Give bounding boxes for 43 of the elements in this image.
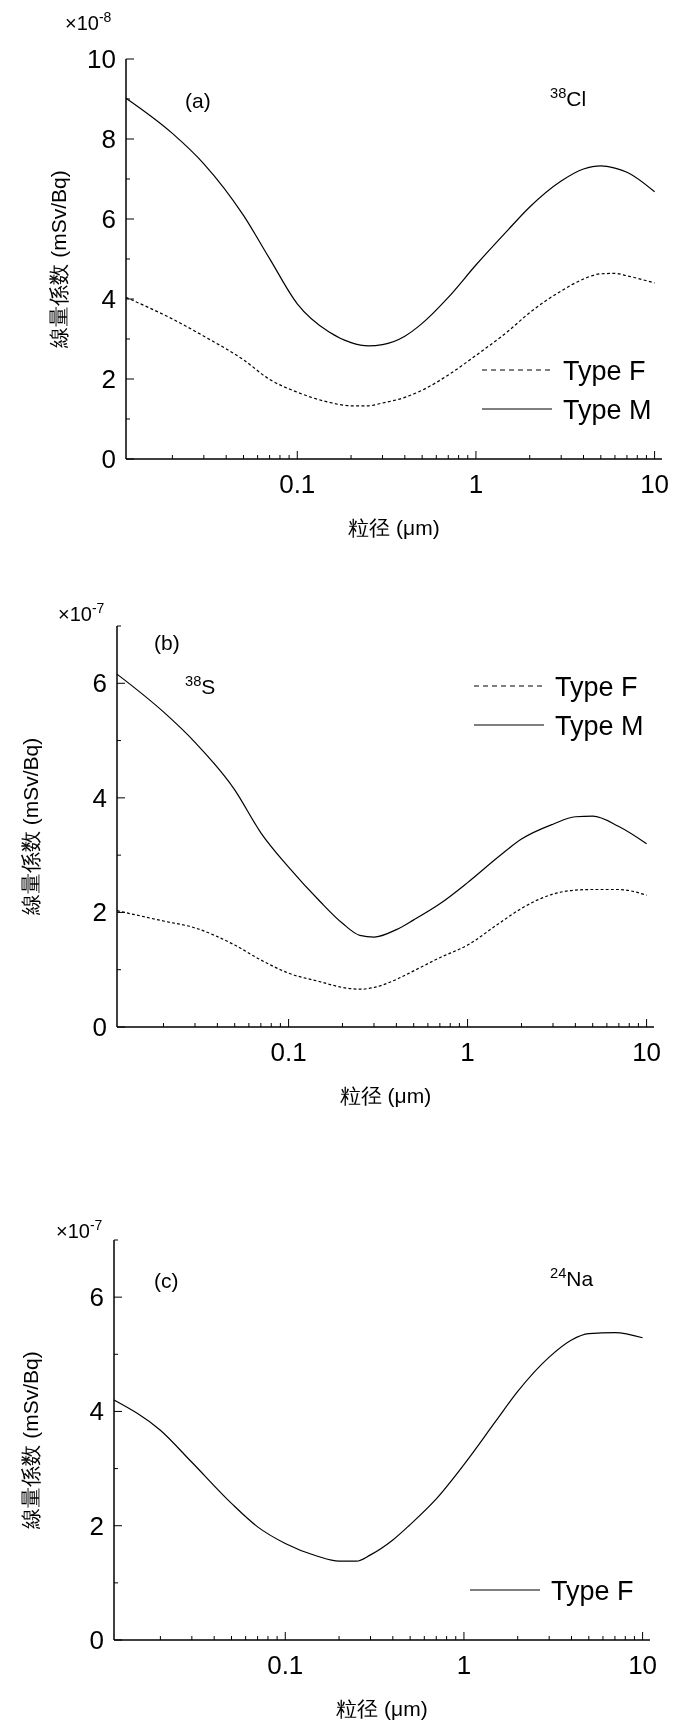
text: ×10$^{-7}$ bbox=[56, 1217, 103, 1242]
y-tick-label: 0 bbox=[101, 444, 116, 474]
y-tick-label: 6 bbox=[89, 1282, 104, 1313]
x-tick-label: 1 bbox=[460, 1037, 475, 1067]
legend-label: Type F bbox=[563, 356, 646, 386]
x-axis-title: 粒径 (μm) bbox=[339, 1084, 432, 1107]
annotation: (a) bbox=[185, 89, 211, 112]
y-axis-title: 線量係数 (mSv/Bq) bbox=[18, 737, 42, 917]
x-tick-label: 10 bbox=[632, 1037, 662, 1067]
y-tick-label: 4 bbox=[92, 782, 107, 813]
y-tick-label: 6 bbox=[92, 668, 107, 699]
y-tick-label: 2 bbox=[89, 1510, 104, 1541]
annotation: (b) bbox=[154, 631, 180, 654]
y-tick-label: 4 bbox=[101, 284, 116, 314]
legend-label: Type M bbox=[555, 711, 644, 741]
x-axis-title: 粒径 (μm) bbox=[348, 516, 440, 539]
x-tick-label: 1 bbox=[456, 1650, 472, 1680]
y-tick-label: 2 bbox=[92, 897, 107, 928]
x-tick-label: 0.1 bbox=[270, 1037, 307, 1067]
y-tick-label: 8 bbox=[101, 124, 116, 154]
x-tick-label: 1 bbox=[468, 469, 484, 499]
x-tick-label: 0.1 bbox=[267, 1650, 304, 1680]
annotation: $^{24}$Na bbox=[550, 1265, 594, 1290]
annotation: $^{38}$Cl bbox=[550, 85, 587, 110]
y-tick-label: 4 bbox=[89, 1396, 104, 1427]
x-axis-title: 粒径 (μm) bbox=[336, 1697, 428, 1720]
x-tick-label: 10 bbox=[628, 1650, 658, 1680]
y-axis-title: 線量係数 (mSv/Bq) bbox=[46, 170, 70, 349]
text: ×10$^{-8}$ bbox=[65, 9, 112, 34]
y-tick-label: 0 bbox=[89, 1625, 104, 1655]
x-tick-label: 0.1 bbox=[279, 469, 316, 499]
legend-label: Type F bbox=[555, 672, 638, 702]
text: ×10$^{-7}$ bbox=[58, 600, 105, 625]
legend-label: Type F bbox=[551, 1576, 634, 1606]
y-tick-label: 10 bbox=[87, 44, 116, 74]
y-axis-title: 線量係数 (mSv/Bq) bbox=[18, 1351, 42, 1530]
annotation: $^{38}$S bbox=[185, 673, 216, 698]
y-tick-label: 6 bbox=[101, 204, 116, 234]
y-tick-label: 2 bbox=[101, 364, 116, 394]
annotation: (c) bbox=[154, 1269, 179, 1292]
legend-label: Type M bbox=[563, 395, 652, 425]
y-tick-label: 0 bbox=[92, 1012, 107, 1042]
x-tick-label: 10 bbox=[640, 469, 670, 499]
